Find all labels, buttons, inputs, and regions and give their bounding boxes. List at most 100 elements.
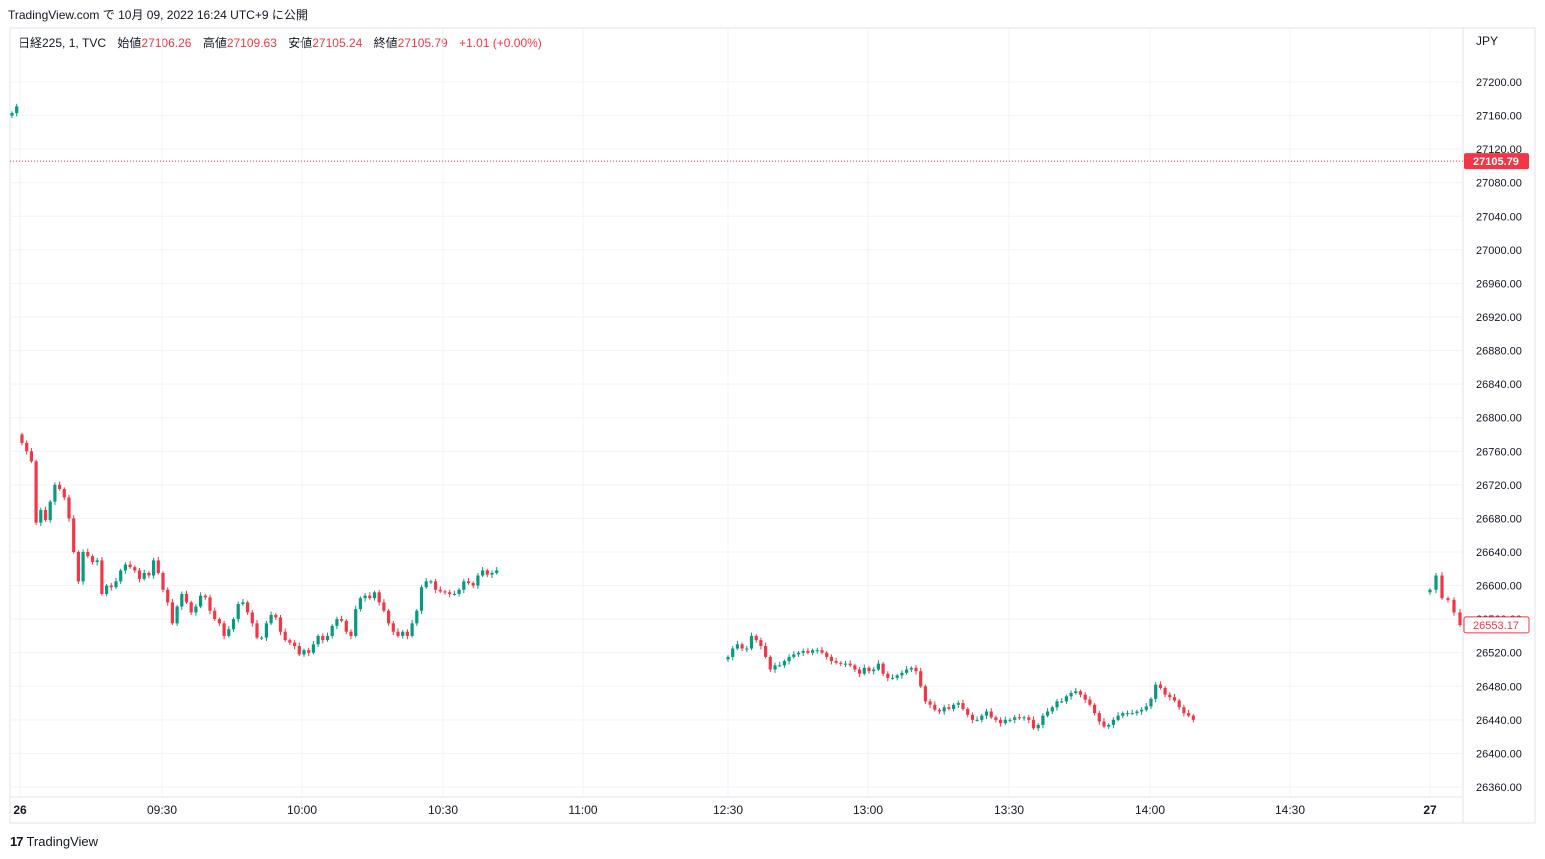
candle-body	[246, 602, 250, 613]
candle-body	[330, 625, 334, 636]
candle-body	[1078, 691, 1083, 695]
candle-body	[989, 711, 993, 718]
candle-body	[67, 497, 71, 519]
candle-body	[175, 606, 179, 624]
candle-body	[937, 709, 942, 712]
candle-body	[928, 701, 932, 705]
candle-body	[735, 644, 739, 649]
candle-body	[485, 570, 489, 575]
candle-body	[170, 602, 174, 624]
candle-body	[825, 652, 829, 657]
y-tick-label: 26680.00	[1476, 513, 1522, 525]
candle-body	[1003, 719, 1007, 724]
candle-body	[419, 587, 424, 611]
candle-body	[72, 518, 76, 552]
y-tick-label: 26360.00	[1476, 782, 1522, 794]
candle-body	[476, 575, 480, 586]
candle-body	[768, 656, 772, 670]
candle-body	[203, 595, 207, 598]
candle-body	[25, 442, 29, 452]
candle-body	[344, 620, 348, 632]
candle-body	[1064, 696, 1068, 702]
candle-body	[1458, 612, 1462, 626]
candle-body	[1434, 575, 1438, 590]
candle-body	[919, 671, 923, 687]
candle-body	[217, 619, 221, 624]
y-tick-label: 26640.00	[1476, 547, 1522, 559]
y-tick-label: 26720.00	[1476, 480, 1522, 492]
candle-body	[796, 652, 801, 655]
candle-body	[147, 572, 151, 576]
candle-body	[396, 631, 400, 636]
candle-body	[142, 572, 146, 579]
candle-body	[109, 585, 113, 588]
candle-body	[62, 489, 66, 498]
candle-body	[952, 704, 956, 709]
x-tick-label: 11:00	[568, 803, 597, 817]
candle-body	[853, 665, 857, 670]
candle-body	[961, 703, 965, 709]
high-label: 高値	[202, 36, 227, 50]
candle-body	[1102, 721, 1106, 727]
candle-body	[180, 593, 184, 607]
candle-body	[764, 646, 768, 657]
candle-body	[895, 675, 899, 678]
candle-body	[462, 581, 466, 590]
candle-body	[754, 635, 758, 641]
x-tick-label: 13:30	[994, 803, 1024, 817]
candle-body	[966, 708, 970, 715]
candle-body	[1440, 575, 1444, 599]
symbol-label[interactable]: 日経225, 1, TVC	[18, 36, 107, 50]
candle-body	[843, 663, 848, 665]
candle-body	[858, 669, 862, 674]
tradingview-logo-icon: 17	[10, 834, 24, 849]
candle-body	[956, 703, 960, 705]
candle-body	[1446, 598, 1450, 600]
x-tick-label: 26	[13, 803, 27, 817]
publish-date: 10月 09, 2022 16:24 UTC+9	[118, 8, 269, 22]
candle-body	[302, 650, 306, 655]
candle-body	[900, 672, 904, 676]
candle-body	[1041, 715, 1045, 725]
candle-body	[424, 581, 428, 588]
open-label: 始値	[117, 36, 142, 50]
candle-body	[1158, 684, 1162, 688]
candle-body	[29, 451, 33, 462]
candle-body	[133, 567, 137, 571]
candle-body	[947, 707, 951, 709]
candle-body	[354, 609, 358, 636]
candle-body	[10, 113, 14, 116]
candle-body	[340, 619, 344, 621]
candle-body	[372, 592, 377, 599]
candle-body	[1060, 701, 1064, 703]
candle-body	[975, 719, 979, 721]
close-value: 27105.79	[397, 36, 448, 50]
tradingview-logo[interactable]: 17 TradingView	[10, 834, 98, 849]
candle-body	[434, 581, 438, 590]
x-tick-label: 27	[1423, 803, 1437, 817]
candle-body	[1013, 717, 1017, 720]
site-name[interactable]: TradingView.com	[8, 8, 100, 22]
y-tick-label: 26600.00	[1476, 581, 1522, 593]
candle-body	[867, 667, 871, 672]
currency-label[interactable]: JPY	[1476, 34, 1499, 48]
candle-body	[801, 651, 805, 653]
candle-body	[848, 663, 852, 666]
candle-body	[236, 604, 240, 620]
candle-body	[726, 656, 730, 660]
candle-body	[349, 631, 353, 636]
candle-body	[231, 619, 236, 630]
candle-body	[1121, 713, 1125, 716]
candle-body	[1036, 724, 1040, 729]
y-tick-label: 27080.00	[1476, 178, 1522, 190]
candle-body	[90, 556, 95, 563]
candle-body	[105, 585, 109, 594]
candle-body	[250, 612, 254, 624]
y-tick-label: 26520.00	[1476, 648, 1522, 660]
candle-body	[208, 597, 212, 611]
candle-body	[1031, 719, 1036, 729]
candle-body	[1428, 589, 1432, 593]
candle-body	[119, 570, 123, 582]
candle-body	[1069, 693, 1073, 697]
